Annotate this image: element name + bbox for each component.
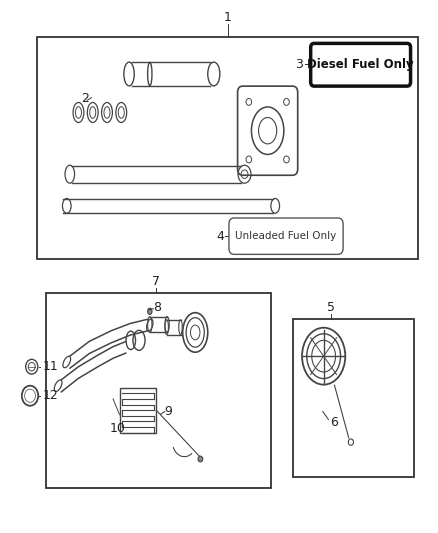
Text: 7: 7	[152, 275, 160, 288]
FancyBboxPatch shape	[311, 43, 410, 86]
Text: 10: 10	[110, 422, 125, 435]
Text: 11: 11	[42, 360, 58, 373]
Text: 2: 2	[81, 92, 89, 105]
Text: 12: 12	[42, 389, 58, 402]
Text: Diesel Fuel Only: Diesel Fuel Only	[307, 58, 414, 71]
Text: 5: 5	[328, 301, 336, 314]
FancyBboxPatch shape	[229, 218, 343, 254]
Text: 1: 1	[224, 11, 232, 24]
Ellipse shape	[148, 308, 152, 314]
Text: 6: 6	[330, 416, 338, 429]
Text: 3: 3	[295, 58, 303, 71]
Text: 8: 8	[154, 301, 162, 314]
Text: 4: 4	[216, 230, 224, 243]
Text: 9: 9	[164, 405, 172, 417]
Ellipse shape	[198, 456, 203, 462]
Text: Unleaded Fuel Only: Unleaded Fuel Only	[235, 231, 337, 241]
